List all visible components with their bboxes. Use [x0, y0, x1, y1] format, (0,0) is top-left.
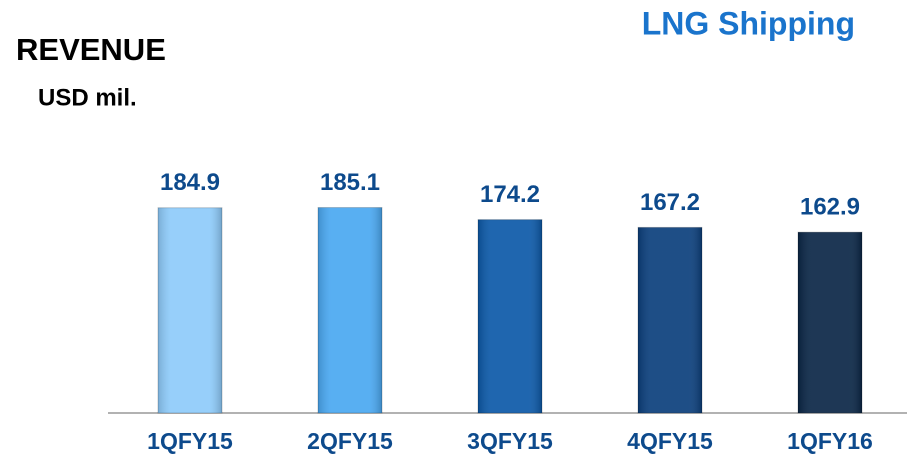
x-tick-label: 1QFY16 [787, 428, 873, 454]
x-tick-label: 3QFY15 [467, 428, 553, 454]
bar-shade [478, 219, 542, 413]
value-label: 162.9 [800, 194, 860, 221]
bar-shade [638, 227, 702, 413]
value-label: 185.1 [320, 169, 380, 196]
x-tick-label: 1QFY15 [147, 428, 233, 454]
value-label: 184.9 [160, 169, 220, 196]
x-tick-label: 4QFY15 [627, 428, 713, 454]
value-label: 167.2 [640, 189, 700, 216]
bar-shade [318, 207, 382, 413]
value-label: 174.2 [480, 181, 540, 208]
bar-shade [158, 207, 222, 413]
bar-shade [798, 232, 862, 413]
axis-label: USD mil. [38, 84, 137, 111]
chart-title: LNG Shipping [642, 5, 855, 41]
x-tick-label: 2QFY15 [307, 428, 393, 454]
chart-subtitle: REVENUE [16, 32, 166, 67]
